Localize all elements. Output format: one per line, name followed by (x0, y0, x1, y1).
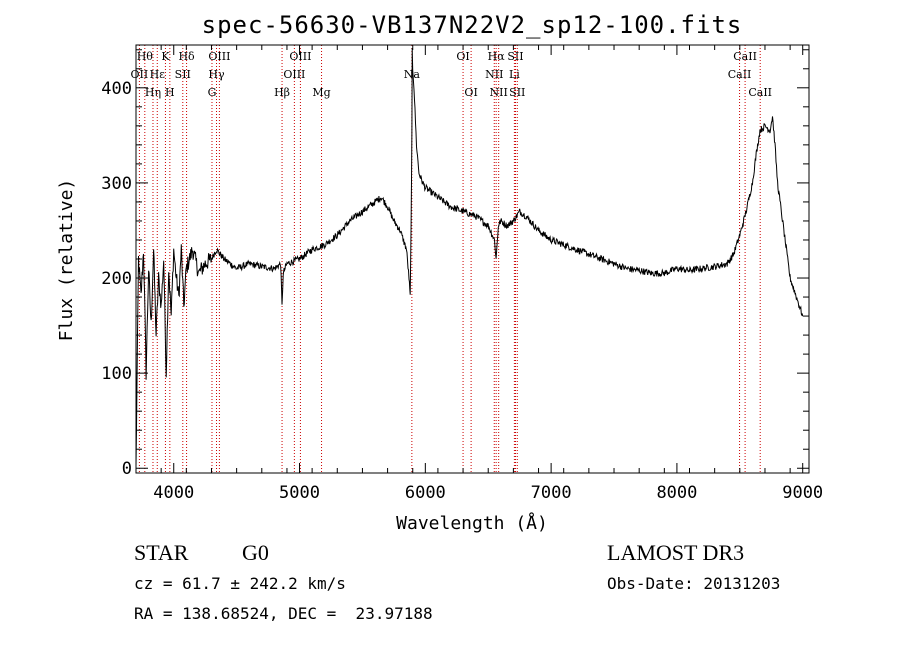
marker-label: OI (464, 86, 477, 99)
x-tick-label: 9000 (782, 483, 823, 503)
y-tick-label: 0 (122, 459, 132, 479)
plot-frame (135, 44, 810, 474)
survey-label: LAMOST DR3 (607, 540, 745, 565)
y-tick-label: 300 (101, 174, 132, 194)
x-axis-label: Wavelength (Å) (396, 512, 548, 534)
y-tick-label: 100 (101, 364, 132, 384)
marker-label: K (161, 50, 170, 63)
marker-label: NII (490, 86, 508, 99)
marker-label: Mg (312, 86, 330, 99)
marker-label: SII (507, 50, 523, 63)
marker-label: CaII (733, 50, 757, 63)
marker-label: G (208, 86, 217, 99)
obs-date-text: Obs-Date: 20131203 (607, 574, 781, 593)
marker-label: H (165, 86, 175, 99)
marker-label: Hγ (208, 68, 225, 81)
object-subclass: G0 (242, 540, 269, 565)
marker-label: Hβ (274, 86, 290, 99)
axis-ticks: 4000 5000 6000 7000 8000 9000 0 100 200 300 400 (101, 45, 823, 503)
redshift-text: cz = 61.7 ± 242.2 km/s (134, 574, 346, 593)
marker-label: Hη (145, 86, 161, 99)
marker-label: Hα (488, 50, 506, 63)
y-tick-label: 200 (101, 269, 132, 289)
marker-label: SII (509, 86, 525, 99)
line-markers: OIIHθHηHεKHSIIHδGHγOIIIHβOIIIOIIIMgNaOIO… (131, 45, 772, 473)
object-class: STAR (134, 540, 189, 565)
marker-label: OIII (289, 50, 311, 63)
marker-label: CaII (728, 68, 752, 81)
marker-label: Li (509, 68, 520, 81)
x-tick-label: 7000 (531, 483, 572, 503)
marker-label: OI (456, 50, 469, 63)
marker-label: OIII (208, 50, 230, 63)
marker-label: SII (175, 68, 191, 81)
marker-label: OII (131, 68, 149, 81)
marker-label: Hε (150, 68, 166, 81)
x-tick-label: 4000 (153, 483, 194, 503)
y-axis-label: Flux (relative) (56, 179, 77, 342)
marker-label: Hδ (178, 50, 195, 63)
x-tick-label: 5000 (279, 483, 320, 503)
marker-label: OIII (283, 68, 305, 81)
marker-label: NII (485, 68, 503, 81)
x-tick-label: 6000 (405, 483, 446, 503)
y-tick-label: 400 (101, 79, 132, 99)
marker-label: CaII (748, 86, 772, 99)
chart-title: spec-56630-VB137N22V2_sp12-100.fits (202, 11, 743, 39)
spectrum-line (135, 47, 804, 466)
marker-label: Hθ (137, 50, 154, 63)
coordinates-text: RA = 138.68524, DEC = 23.97188 (134, 604, 433, 623)
x-tick-label: 8000 (656, 483, 697, 503)
